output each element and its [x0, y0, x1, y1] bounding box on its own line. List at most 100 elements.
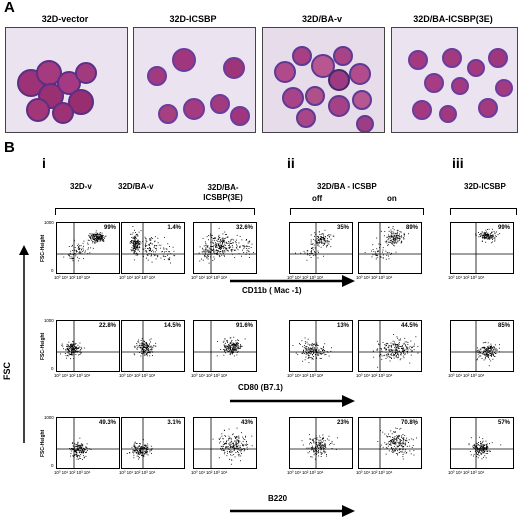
marker-label-b220: B220: [268, 494, 288, 503]
flow-plot-svg: [290, 321, 352, 371]
flow-plot: [450, 417, 514, 469]
flow-plot: [289, 417, 353, 469]
x-axis-ticks: 10⁰ 10¹ 10² 10³ 10⁴: [54, 275, 91, 280]
marker-label-cd80: CD80 (B7.1): [238, 383, 283, 392]
flow-plot: [193, 222, 257, 274]
flow-plot: [289, 320, 353, 372]
col-label-off: off: [312, 194, 323, 203]
x-axis-ticks: 10⁰ 10¹ 10² 10³ 10⁴: [448, 373, 485, 378]
flow-plot: [450, 320, 514, 372]
marker-arrow-1: [230, 274, 355, 287]
flow-plot: [121, 320, 185, 372]
quadrant-percentage: 49.3%: [98, 420, 116, 426]
flow-plot-svg: [57, 321, 119, 371]
flow-plot-svg: [451, 418, 513, 468]
event-dots: [212, 427, 253, 465]
fsc-axis-label: FSC: [2, 362, 12, 380]
quadrant-percentage: 32.6%: [235, 225, 253, 231]
flow-plot: [358, 320, 422, 372]
flow-plot: [56, 320, 120, 372]
flow-plot: [358, 417, 422, 469]
bracket-iii: [450, 208, 517, 215]
y-tick-top: 1000: [44, 220, 54, 225]
x-axis-ticks: 10⁰ 10¹ 10² 10³ 10⁴: [119, 373, 156, 378]
bracket-ii: [290, 208, 424, 215]
micrograph-label-4: 32D/BA-ICSBP(3E): [413, 14, 493, 24]
y-axis-label-fsc-height: FSC-Height: [40, 332, 46, 360]
flow-plot-svg: [122, 321, 184, 371]
quadrant-percentage: 99%: [497, 225, 510, 231]
x-axis-ticks: 10⁰ 10¹ 10² 10³ 10⁴: [287, 470, 324, 475]
y-tick-bottom: 0: [51, 268, 54, 273]
event-dots: [198, 227, 254, 264]
marker-arrow-svg-2: [230, 395, 355, 407]
x-axis-ticks: 10⁰ 10¹ 10² 10³ 10⁴: [54, 373, 91, 378]
flow-plot-svg: [57, 223, 119, 273]
flow-plot-svg: [194, 223, 256, 273]
bracket-i: [55, 208, 255, 215]
flow-plot-svg: [122, 223, 184, 273]
event-dots: [372, 334, 419, 368]
flow-plot-svg: [359, 321, 421, 371]
y-tick-top: 1000: [44, 415, 54, 420]
section-i-label: i: [42, 155, 46, 171]
col-label-ii-title: 32D/BA - ICSBP: [317, 182, 377, 191]
flow-plot: [193, 417, 257, 469]
quadrant-percentage: 1.4%: [167, 225, 181, 231]
col-label-iii-title: 32D-ICSBP: [464, 182, 506, 191]
y-tick-bottom: 0: [51, 366, 54, 371]
event-dots: [377, 423, 417, 460]
flow-plot-svg: [290, 418, 352, 468]
flow-plot-svg: [359, 418, 421, 468]
x-axis-ticks: 10⁰ 10¹ 10² 10³ 10⁴: [287, 373, 324, 378]
event-dots: [61, 230, 107, 262]
micrograph-32d-ba-icsbp-3e: [391, 27, 518, 133]
flow-plot: [56, 222, 120, 274]
micrograph-label-3: 32D/BA-v: [301, 14, 342, 24]
flow-plot: [289, 222, 353, 274]
micrograph-svg-1: [6, 28, 127, 132]
quadrant-percentage: 35%: [336, 225, 349, 231]
quadrant-percentage: 89%: [405, 225, 418, 231]
x-axis-ticks: 10⁰ 10¹ 10² 10³ 10⁴: [191, 275, 228, 280]
quadrant-percentage: 14.5%: [163, 323, 181, 329]
flow-plot-svg: [290, 223, 352, 273]
event-dots: [69, 437, 92, 460]
flow-plot: [358, 222, 422, 274]
section-ii-label: ii: [287, 155, 295, 171]
quadrant-percentage: 13%: [336, 323, 349, 329]
micrograph-svg-4: [392, 28, 517, 132]
event-dots: [216, 336, 246, 357]
event-dots: [295, 229, 335, 261]
event-dots: [475, 341, 500, 367]
cell-cluster: [17, 60, 97, 124]
y-tick-top: 1000: [44, 318, 54, 323]
cell-cluster: [408, 48, 513, 123]
col-label-32d-ba-icsbp-3e: 32D/BA- ICSBP(3E): [203, 183, 243, 202]
micrograph-32d-icsbp: [133, 27, 256, 133]
flow-plot-svg: [451, 321, 513, 371]
cell-cluster: [147, 48, 250, 126]
micrograph-svg-3: [263, 28, 384, 132]
panel-a-letter: A: [4, 0, 15, 16]
quadrant-percentage: 3.1%: [167, 420, 181, 426]
marker-label-cd11b: CD11b ( Mac -1): [242, 286, 302, 295]
cell-cluster: [274, 46, 374, 132]
marker-arrow-svg-3: [230, 505, 355, 517]
y-tick-bottom: 0: [51, 463, 54, 468]
flow-plot: [450, 222, 514, 274]
event-dots: [475, 228, 501, 244]
event-dots: [292, 337, 332, 364]
quadrant-percentage: 99%: [103, 225, 116, 231]
x-axis-ticks: 10⁰ 10¹ 10² 10³ 10⁴: [54, 470, 91, 475]
event-dots: [133, 338, 157, 357]
flow-plot: [193, 320, 257, 372]
x-axis-ticks: 10⁰ 10¹ 10² 10³ 10⁴: [191, 470, 228, 475]
x-axis-ticks: 10⁰ 10¹ 10² 10³ 10⁴: [287, 275, 324, 280]
quadrant-percentage: 85%: [497, 323, 510, 329]
x-axis-ticks: 10⁰ 10¹ 10² 10³ 10⁴: [119, 275, 156, 280]
quadrant-percentage: 57%: [497, 420, 510, 426]
fsc-axis-arrow: [18, 245, 30, 445]
quadrant-percentage: 91.6%: [235, 323, 253, 329]
micrograph-32d-ba-v: [262, 27, 385, 133]
